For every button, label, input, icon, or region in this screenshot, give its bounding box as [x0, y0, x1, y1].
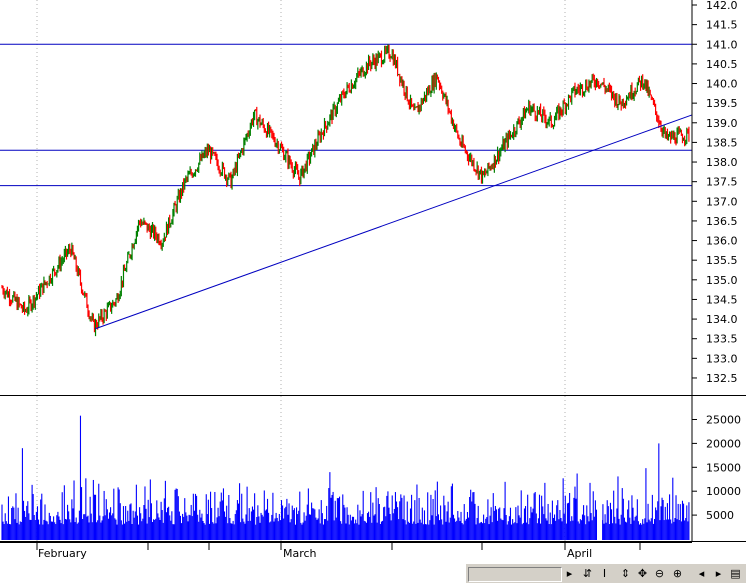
time-axis: February March April [0, 542, 692, 560]
price-tick-label: 138.5 [706, 136, 738, 149]
price-tick-label: 141.0 [706, 38, 738, 51]
volume-tick-label: 15000 [706, 461, 741, 474]
zoom-in-icon[interactable]: ⊕ [672, 567, 683, 580]
x-label-february: February [38, 547, 87, 560]
menu-icon[interactable]: ▤ [730, 567, 741, 580]
x-label-march: March [283, 547, 317, 560]
volume-gap [597, 456, 602, 542]
price-tick-label: 134.0 [706, 313, 738, 326]
x-label-april: April [567, 547, 592, 560]
pan-icon[interactable]: ✥ [637, 567, 648, 580]
zoom-out-icon[interactable]: ⊖ [654, 567, 665, 580]
next-icon[interactable]: ▸ [715, 567, 722, 580]
scroll-track[interactable] [468, 567, 562, 582]
price-tick-label: 134.5 [706, 293, 738, 306]
price-tick-label: 140.0 [706, 78, 738, 91]
price-tick-label: 137.0 [706, 195, 738, 208]
price-tick-label: 135.0 [706, 274, 738, 287]
price-tick-label: 138.0 [706, 156, 738, 169]
volume-chart: 25000 20000 15000 10000 5000 [0, 396, 746, 542]
volume-tick-label: 25000 [706, 414, 741, 427]
price-tick-label: 137.5 [706, 176, 738, 189]
prev-icon[interactable]: ◂ [698, 567, 705, 580]
price-tick-label: 140.5 [706, 58, 738, 71]
text-cursor-icon[interactable]: I [602, 567, 607, 580]
price-tick-label: 133.0 [706, 352, 738, 365]
price-tick-label: 136.5 [706, 215, 738, 228]
price-tick-label: 135.5 [706, 254, 738, 267]
price-tick-label: 132.5 [706, 372, 738, 385]
price-tick-label: 139.5 [706, 97, 738, 110]
price-tick-label: 141.5 [706, 19, 738, 32]
price-tick-label: 133.5 [706, 333, 738, 346]
price-chart: 142.0 141.5 141.0 140.5 140.0 139.5 139.0 138.5… [0, 0, 746, 396]
price-tick-label: 136.0 [706, 235, 738, 248]
chart-toolbar: ▸ ⇵ I ⇕ ✥ ⊖ ⊕ ◂ ▸ ▤ [466, 563, 746, 583]
volume-tick-label: 20000 [706, 437, 741, 450]
trendline [94, 114, 693, 330]
price-tick-label: 142.0 [706, 0, 738, 12]
volume-tick-label: 10000 [706, 485, 741, 498]
refresh-icon[interactable]: ⇵ [582, 567, 593, 580]
price-tick-label: 139.0 [706, 117, 738, 130]
volume-tick-label: 5000 [706, 509, 734, 522]
vertical-move-icon[interactable]: ⇕ [620, 567, 631, 580]
scroll-right-icon[interactable]: ▸ [566, 567, 573, 580]
